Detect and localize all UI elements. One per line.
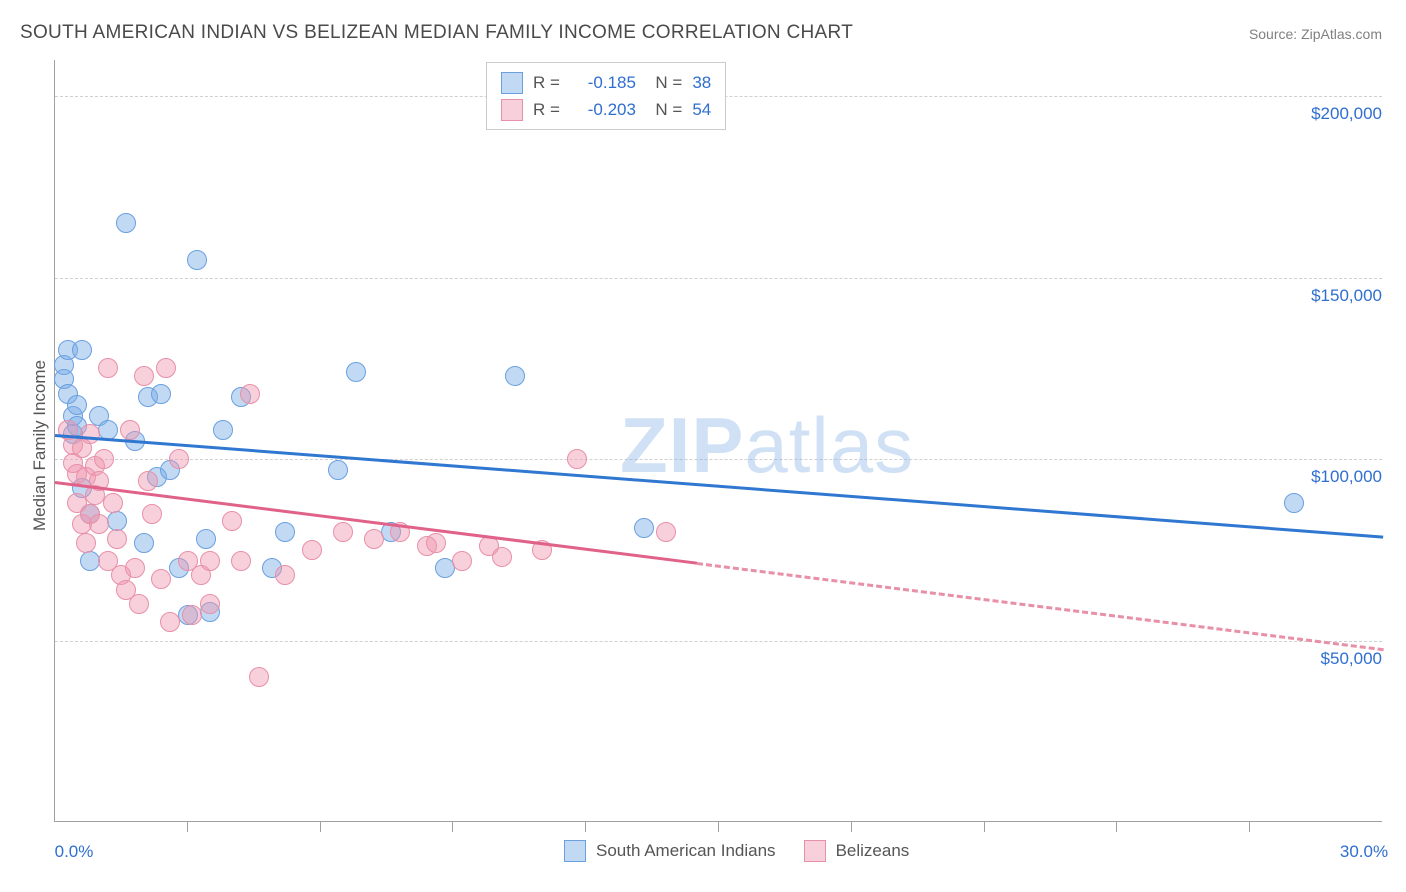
- x-tick: [851, 822, 852, 832]
- data-point: [89, 514, 109, 534]
- data-point: [103, 493, 123, 513]
- data-point: [125, 558, 145, 578]
- data-point: [72, 340, 92, 360]
- legend-n-value: 54: [692, 96, 711, 123]
- data-point: [213, 420, 233, 440]
- gridline: [55, 459, 1382, 460]
- data-point: [364, 529, 384, 549]
- legend-n-label: N =: [646, 69, 682, 96]
- legend-series-name: Belizeans: [836, 841, 910, 861]
- data-point: [452, 551, 472, 571]
- data-point: [80, 424, 100, 444]
- data-point: [94, 449, 114, 469]
- data-point: [492, 547, 512, 567]
- legend-row: R = -0.203 N = 54: [501, 96, 711, 123]
- y-tick-label: $200,000: [1282, 104, 1382, 124]
- x-tick: [452, 822, 453, 832]
- data-point: [116, 213, 136, 233]
- legend-swatch-icon: [804, 840, 826, 862]
- x-tick-label-start: 0.0%: [55, 842, 94, 862]
- data-point: [302, 540, 322, 560]
- trend-line: [697, 562, 1384, 651]
- data-point: [169, 449, 189, 469]
- y-tick-label: $50,000: [1282, 649, 1382, 669]
- data-point: [275, 522, 295, 542]
- data-point: [156, 358, 176, 378]
- legend-n-label: N =: [646, 96, 682, 123]
- x-tick: [718, 822, 719, 832]
- data-point: [200, 551, 220, 571]
- data-point: [151, 384, 171, 404]
- y-tick-label: $100,000: [1282, 467, 1382, 487]
- x-tick-label-end: 30.0%: [1340, 842, 1388, 862]
- legend-r-label: R =: [533, 96, 560, 123]
- x-tick: [984, 822, 985, 832]
- source-prefix: Source:: [1249, 26, 1301, 42]
- data-point: [634, 518, 654, 538]
- chart-title: SOUTH AMERICAN INDIAN VS BELIZEAN MEDIAN…: [20, 22, 853, 44]
- x-tick: [1249, 822, 1250, 832]
- data-point: [142, 504, 162, 524]
- data-point: [505, 366, 525, 386]
- data-point: [129, 594, 149, 614]
- y-axis-label: Median Family Income: [30, 360, 50, 531]
- data-point: [107, 511, 127, 531]
- gridline: [55, 641, 1382, 642]
- legend-r-value: -0.185: [570, 69, 636, 96]
- x-tick: [320, 822, 321, 832]
- data-point: [275, 565, 295, 585]
- legend-item: Belizeans: [804, 840, 910, 862]
- correlation-legend: R = -0.185 N = 38 R = -0.203 N = 54: [486, 62, 726, 130]
- data-point: [426, 533, 446, 553]
- legend-swatch-icon: [564, 840, 586, 862]
- data-point: [200, 594, 220, 614]
- data-point: [222, 511, 242, 531]
- legend-swatch-icon: [501, 99, 523, 121]
- data-point: [138, 471, 158, 491]
- data-point: [187, 250, 207, 270]
- x-tick: [1116, 822, 1117, 832]
- data-point: [196, 529, 216, 549]
- scatter-plot-area: [54, 60, 1382, 822]
- data-point: [333, 522, 353, 542]
- legend-r-label: R =: [533, 69, 560, 96]
- trend-line: [55, 434, 1383, 539]
- data-point: [151, 569, 171, 589]
- series-legend: South American Indians Belizeans: [564, 840, 909, 862]
- data-point: [120, 420, 140, 440]
- data-point: [328, 460, 348, 480]
- data-point: [231, 551, 251, 571]
- data-point: [240, 384, 260, 404]
- x-tick: [187, 822, 188, 832]
- source-label: Source: ZipAtlas.com: [1249, 26, 1382, 42]
- source-link[interactable]: ZipAtlas.com: [1301, 26, 1382, 42]
- gridline: [55, 278, 1382, 279]
- data-point: [182, 605, 202, 625]
- data-point: [134, 533, 154, 553]
- legend-series-name: South American Indians: [596, 841, 776, 861]
- data-point: [98, 358, 118, 378]
- data-point: [76, 533, 96, 553]
- data-point: [67, 395, 87, 415]
- legend-r-value: -0.203: [570, 96, 636, 123]
- data-point: [1284, 493, 1304, 513]
- data-point: [134, 366, 154, 386]
- x-tick: [585, 822, 586, 832]
- data-point: [249, 667, 269, 687]
- legend-row: R = -0.185 N = 38: [501, 69, 711, 96]
- data-point: [567, 449, 587, 469]
- data-point: [656, 522, 676, 542]
- y-tick-label: $150,000: [1282, 286, 1382, 306]
- data-point: [160, 612, 180, 632]
- data-point: [107, 529, 127, 549]
- legend-swatch-icon: [501, 72, 523, 94]
- data-point: [346, 362, 366, 382]
- legend-item: South American Indians: [564, 840, 776, 862]
- legend-n-value: 38: [692, 69, 711, 96]
